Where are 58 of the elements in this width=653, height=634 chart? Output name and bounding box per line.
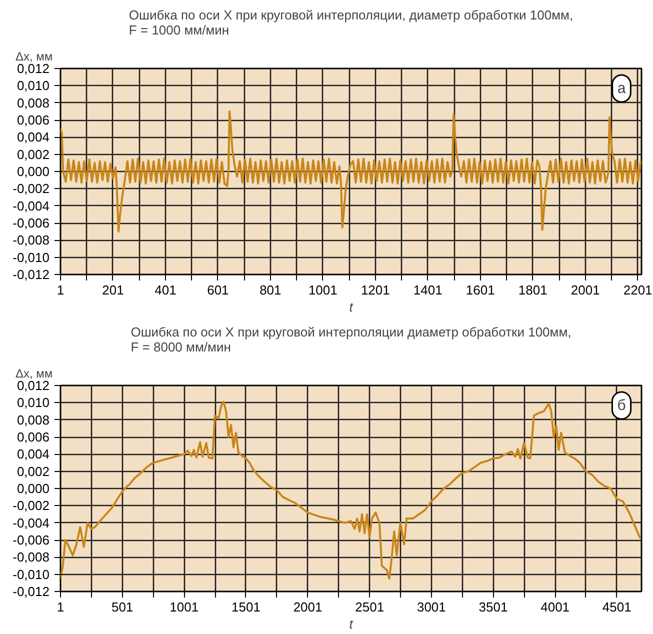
y-tick-label: -0,008	[12, 550, 50, 565]
y-tick-label: -0,004	[12, 515, 50, 530]
y-tick-label: 0,006	[16, 430, 50, 444]
x-tick-label: 1401	[413, 282, 442, 298]
x-tick-label: 801	[260, 282, 282, 298]
x-tick-label: 401	[154, 282, 176, 298]
y-tick-label: -0,002	[12, 498, 50, 514]
y-tick-label: -0,012	[12, 267, 50, 282]
x-tick-label: 4501	[602, 600, 632, 614]
chart-title: Ошибка по оси X при круговой интерполяции диаметр обработки 100мм, F = 8000 мм/мин	[130, 324, 572, 354]
chart-title: Ошибка по оси X при круговой интерполяции, диаметр обработки 100мм, F = 1000 мм/мин	[128, 8, 574, 38]
x-tick-label: 2001	[293, 600, 322, 614]
y-tick-label: 0,000	[16, 481, 50, 496]
line-series	[60, 400, 642, 580]
y-axis-title: Δx, мм	[16, 366, 53, 380]
x-tick-label: 3501	[478, 600, 508, 614]
y-tick-label: 0,012	[16, 61, 50, 76]
annotation: а	[617, 80, 626, 97]
y-tick-label: 0,008	[16, 412, 50, 428]
y-axis-title: Δx, мм	[16, 50, 53, 64]
x-axis-title: t	[349, 300, 354, 314]
y-tick-label: 0,002	[16, 464, 50, 479]
x-tick-label: 1	[56, 282, 64, 298]
x-tick-label: 3001	[416, 600, 446, 614]
x-axis-title: t	[349, 616, 354, 632]
y-tick-label: -0,008	[12, 232, 50, 248]
y-tick-label: 0,002	[16, 146, 50, 162]
line-series	[60, 110, 642, 233]
x-tick-label: 201	[102, 282, 124, 298]
y-tick-label: 0,000	[16, 164, 50, 179]
y-tick-label: -0,006	[12, 216, 50, 230]
y-tick-label: 0,004	[16, 130, 50, 145]
y-tick-label: -0,004	[12, 198, 50, 214]
y-tick-label: -0,010	[12, 250, 50, 265]
x-tick-label: 2201	[623, 282, 652, 298]
x-tick-label: 2001	[570, 282, 600, 298]
y-tick-label: 0,010	[16, 78, 50, 94]
y-tick-label: -0,012	[12, 584, 50, 599]
x-tick-label: 1001	[308, 282, 338, 298]
x-tick-label: 1001	[170, 600, 199, 614]
y-tick-label: -0,010	[12, 566, 50, 582]
y-tick-label: -0,006	[12, 532, 50, 548]
y-tick-label: 0,008	[16, 95, 50, 110]
x-tick-label: 601	[207, 282, 229, 298]
annotation: б	[617, 397, 626, 414]
x-tick-label: 1501	[232, 600, 260, 614]
x-tick-label: 4001	[540, 600, 570, 614]
y-tick-label: 0,004	[16, 446, 50, 462]
x-tick-label: 1601	[466, 282, 495, 298]
x-tick-label: 1801	[518, 282, 548, 298]
x-tick-label: 2501	[355, 600, 384, 614]
y-tick-label: 0,012	[16, 378, 50, 393]
x-tick-label: 1201	[360, 282, 390, 298]
y-tick-label: 0,006	[16, 112, 50, 128]
y-tick-label: 0,010	[16, 395, 50, 410]
x-tick-label: 501	[111, 600, 134, 614]
x-tick-label: 1	[56, 600, 64, 614]
y-tick-label: -0,002	[12, 181, 50, 196]
